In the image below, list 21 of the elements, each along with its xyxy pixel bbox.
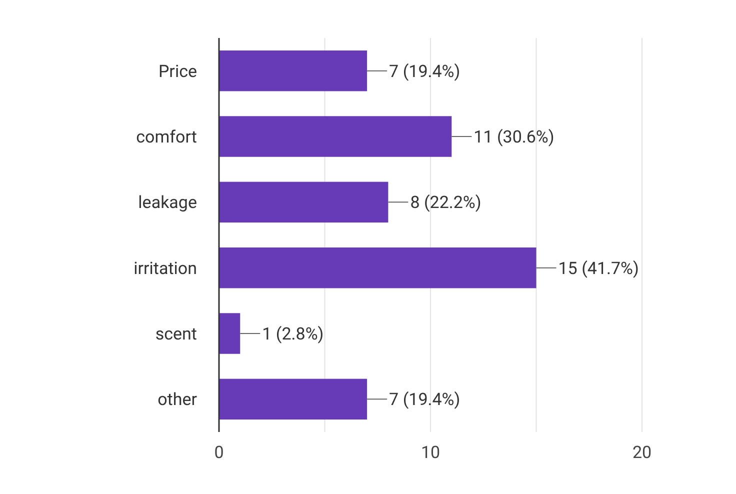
y-tick-label: comfort [136,127,197,148]
bar [219,182,388,223]
x-tick-label: 20 [632,443,652,463]
data-label: 1 (2.8%) [262,324,324,344]
data-label: 7 (19.4%) [389,62,460,82]
bar [219,378,368,420]
x-tick-label: 0 [214,443,224,463]
bar [219,116,452,157]
data-label: 15 (41.7%) [558,258,639,279]
data-label: 11 (30.6%) [474,127,554,148]
y-tick-label: irritation [134,258,197,279]
data-label: 7 (19.4%) [389,390,460,410]
bar [219,50,368,92]
y-tick-label: leakage [138,193,197,214]
x-tick-label: 10 [420,443,440,463]
data-label: 8 (22.2%) [410,193,482,214]
y-tick-label: other [158,390,198,410]
y-tick-label: scent [155,324,197,344]
bar [219,247,536,288]
y-tick-label: Price [158,62,197,82]
bar [219,313,240,354]
